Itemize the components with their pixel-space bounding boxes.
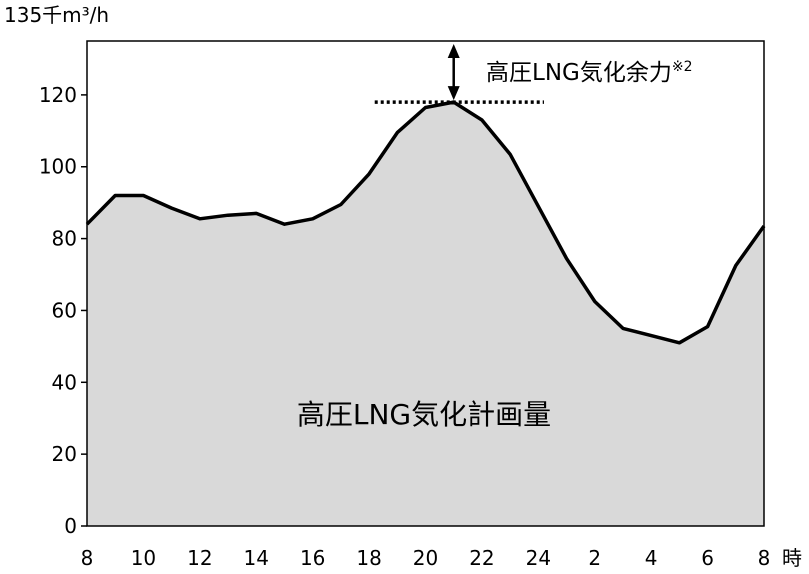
x-tick-label: 2 [588,546,601,570]
margin-label: 高圧LNG気化余力※2 [486,59,692,86]
margin-note: ※2 [672,59,693,75]
x-tick-label: 6 [701,546,714,570]
x-tick-label: 10 [131,546,156,570]
x-unit-label: 時 [782,546,802,570]
x-tick-label: 4 [645,546,658,570]
plot-area [85,40,766,527]
y-tick-label: 80 [52,227,77,251]
x-tick-label: 14 [244,546,269,570]
x-tick-label: 8 [758,546,771,570]
x-tick-label: 18 [356,546,381,570]
y-axis: 0 20 40 60 80 100 120 [39,83,87,538]
y-tick-label: 20 [52,442,77,466]
y-tick-label: 120 [39,83,77,107]
margin-arrow-icon [447,44,460,101]
x-axis: 8 10 12 14 16 18 20 22 24 2 4 6 8 [81,546,771,570]
x-tick-label: 12 [187,546,212,570]
x-tick-label: 8 [81,546,94,570]
area-fill [87,102,764,526]
series-line [85,100,766,345]
x-tick-label: 22 [469,546,494,570]
area-label: 高圧LNG気化計画量 [297,398,551,431]
y-tick-label: 60 [52,298,77,322]
y-tick-label: 40 [52,370,77,394]
x-tick-label: 24 [526,546,551,570]
plot-frame [86,40,765,527]
x-tick-label: 16 [300,546,325,570]
x-tick-label: 20 [413,546,438,570]
margin-label-text: 高圧LNG気化余力 [486,60,672,86]
y-tick-label: 100 [39,155,77,179]
y-tick-label: 0 [64,514,77,538]
y-unit-label: 135千m³/h [4,3,109,27]
